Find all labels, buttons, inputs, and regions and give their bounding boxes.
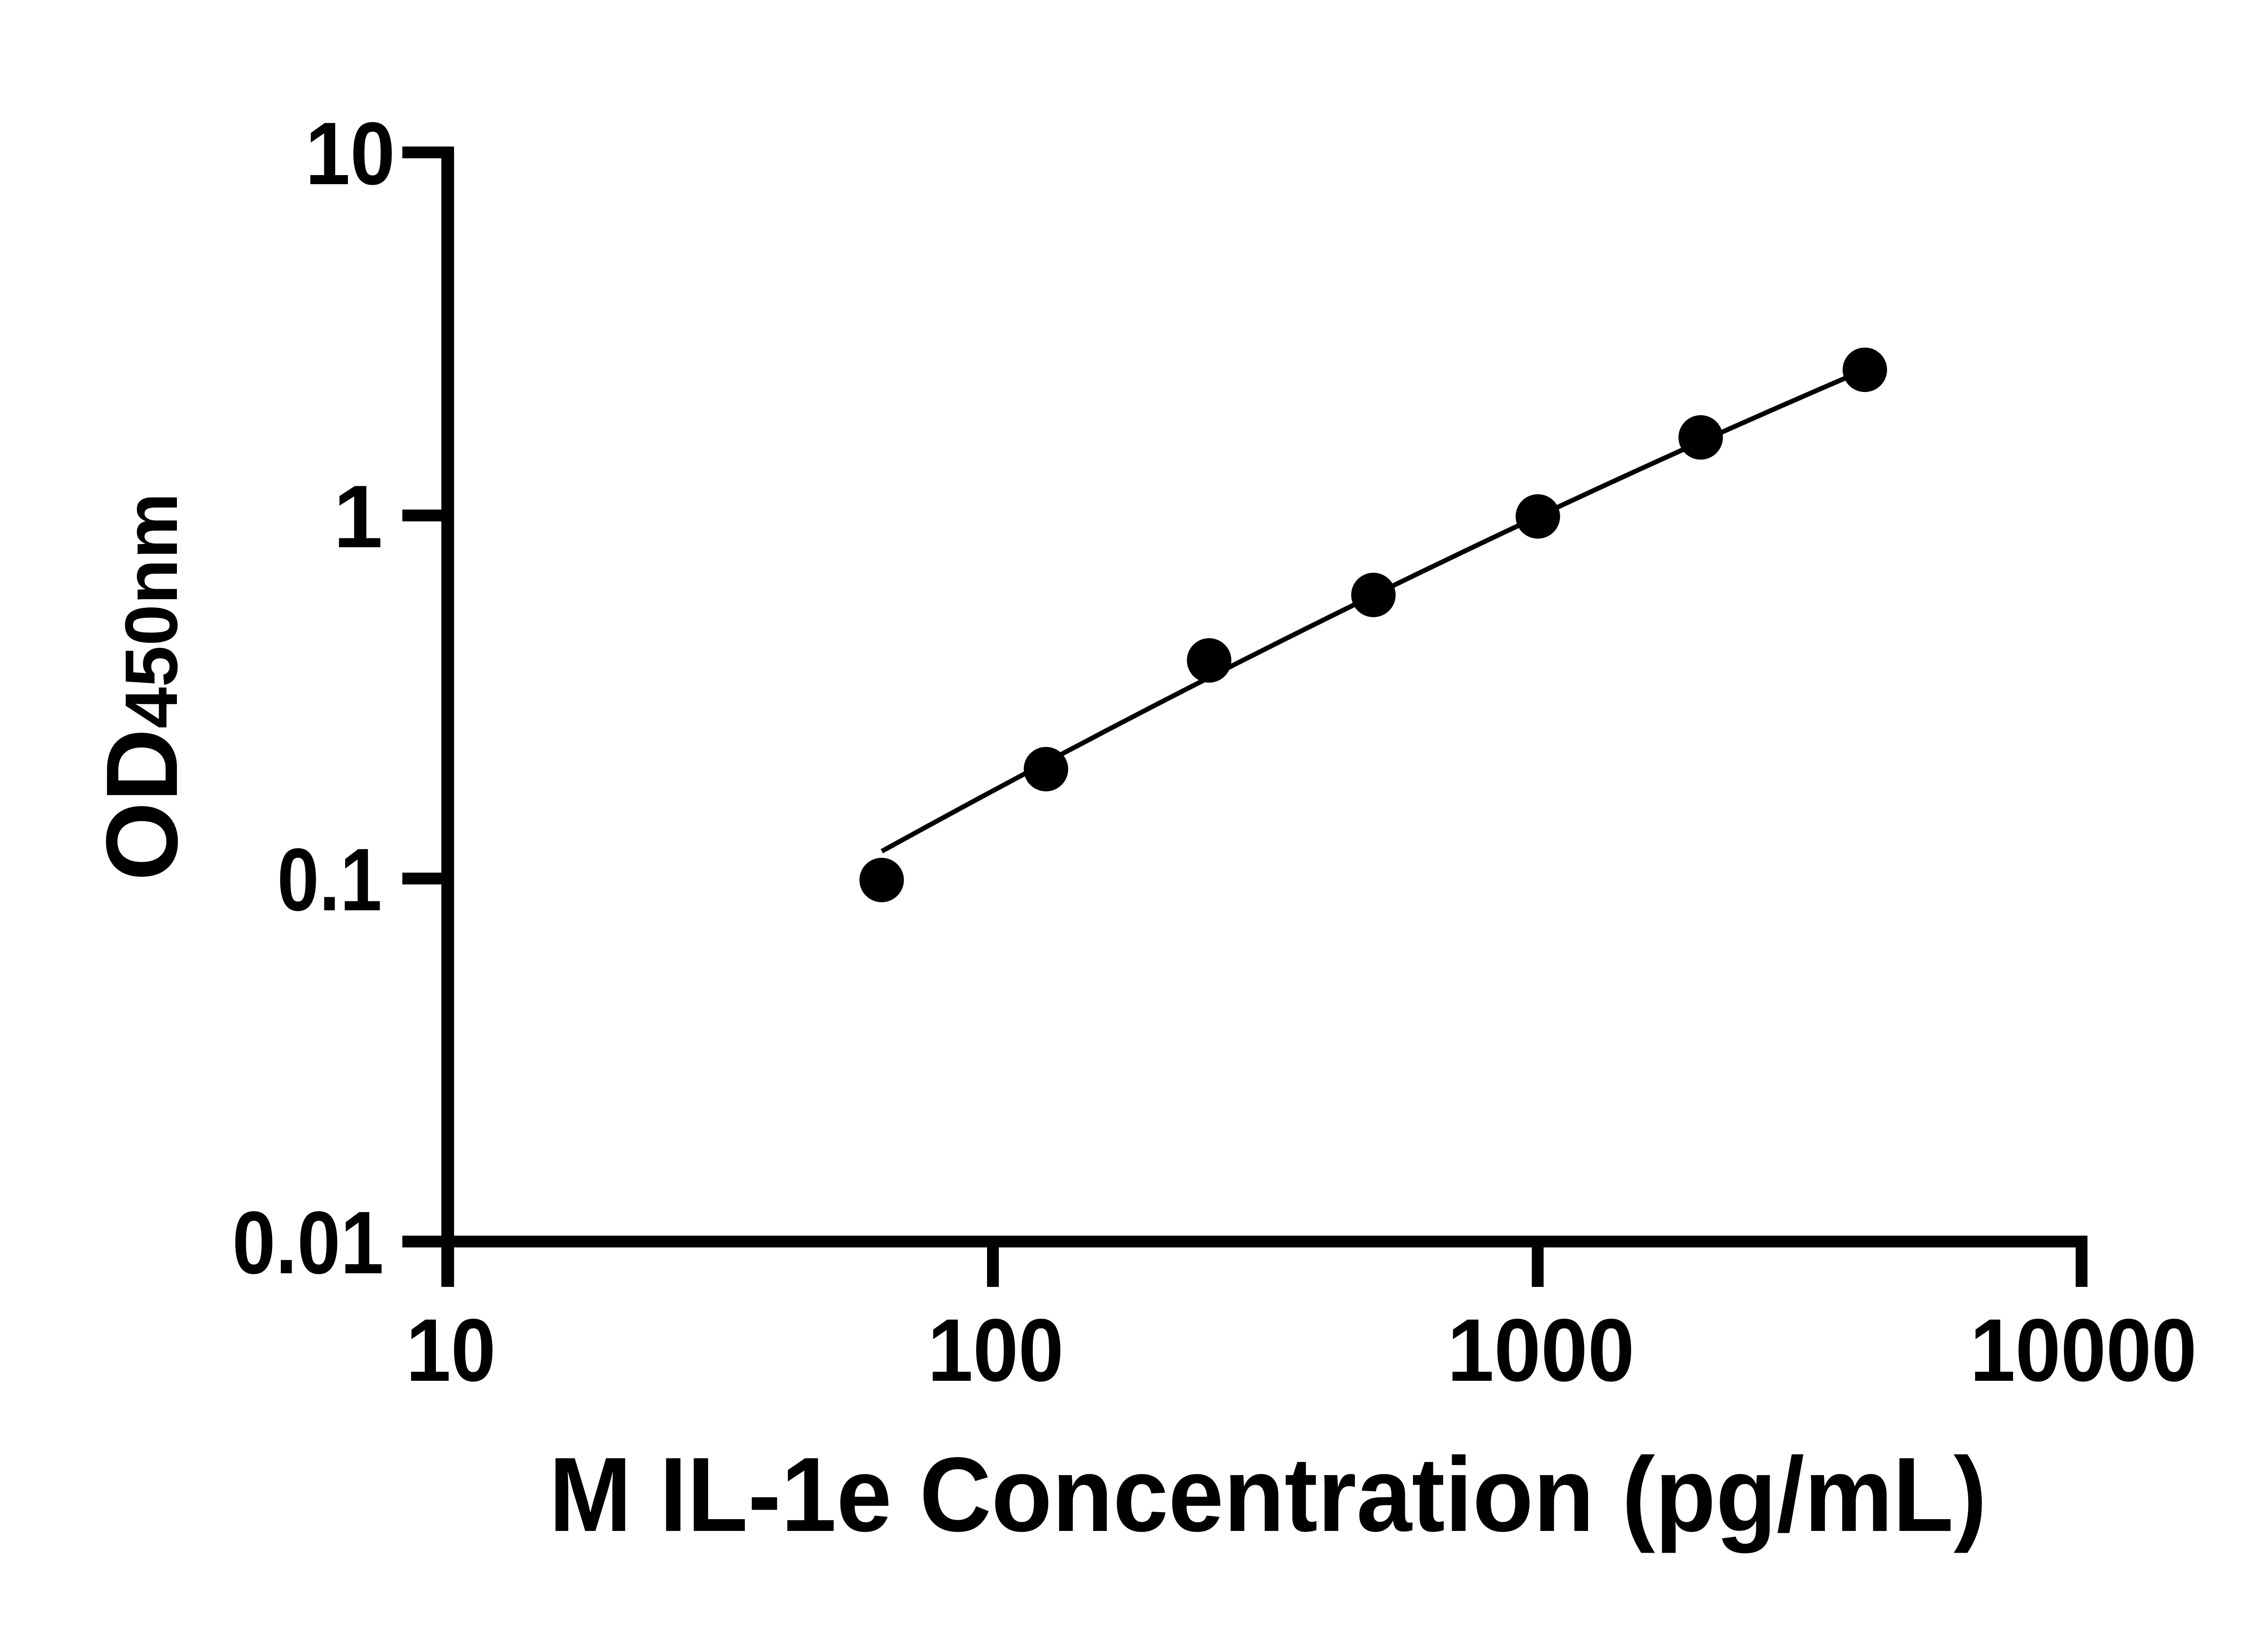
svg-text:1: 1 xyxy=(333,467,383,566)
svg-text:OD450nm: OD450nm xyxy=(85,493,199,881)
svg-text:0.1: 0.1 xyxy=(277,830,382,929)
svg-text:M IL-1e Concentration (pg/mL): M IL-1e Concentration (pg/mL) xyxy=(549,1436,1987,1554)
svg-text:10000: 10000 xyxy=(1970,1301,2197,1400)
svg-text:10: 10 xyxy=(305,104,395,203)
svg-text:100: 100 xyxy=(928,1301,1064,1400)
svg-text:1000: 1000 xyxy=(1447,1301,1635,1400)
svg-text:10: 10 xyxy=(406,1301,496,1400)
svg-text:0.01: 0.01 xyxy=(232,1193,384,1292)
